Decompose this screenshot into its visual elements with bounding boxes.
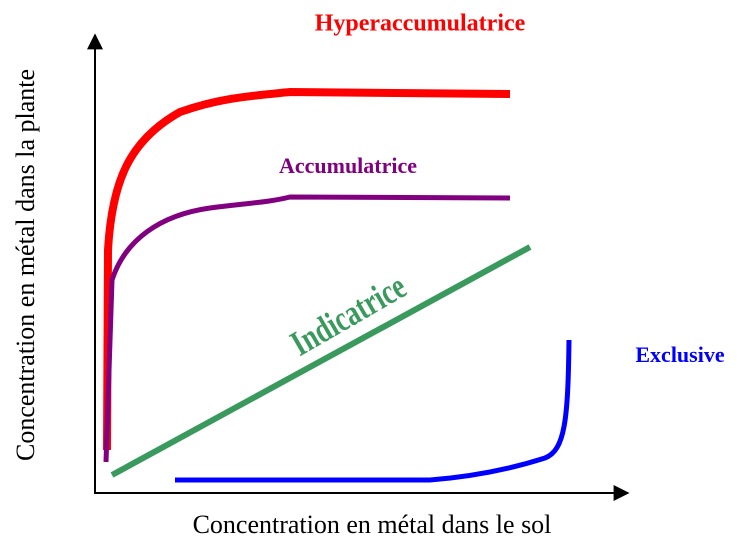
exclusive-curve	[175, 339, 572, 483]
exclusive-label: Exclusive	[635, 342, 724, 367]
hyperaccumulatrice-label: Hyperaccumulatrice	[315, 11, 526, 37]
accumulatrice-curve	[103, 194, 511, 463]
x-axis-label: Concentration en métal dans le sol	[193, 510, 552, 539]
hyperaccumulatrice-curve	[103, 87, 511, 451]
y-axis-label: Concentration en métal dans la plante	[11, 69, 40, 461]
accumulatrice-label: Accumulatrice	[279, 153, 417, 178]
indicatrice-line	[110, 244, 532, 478]
